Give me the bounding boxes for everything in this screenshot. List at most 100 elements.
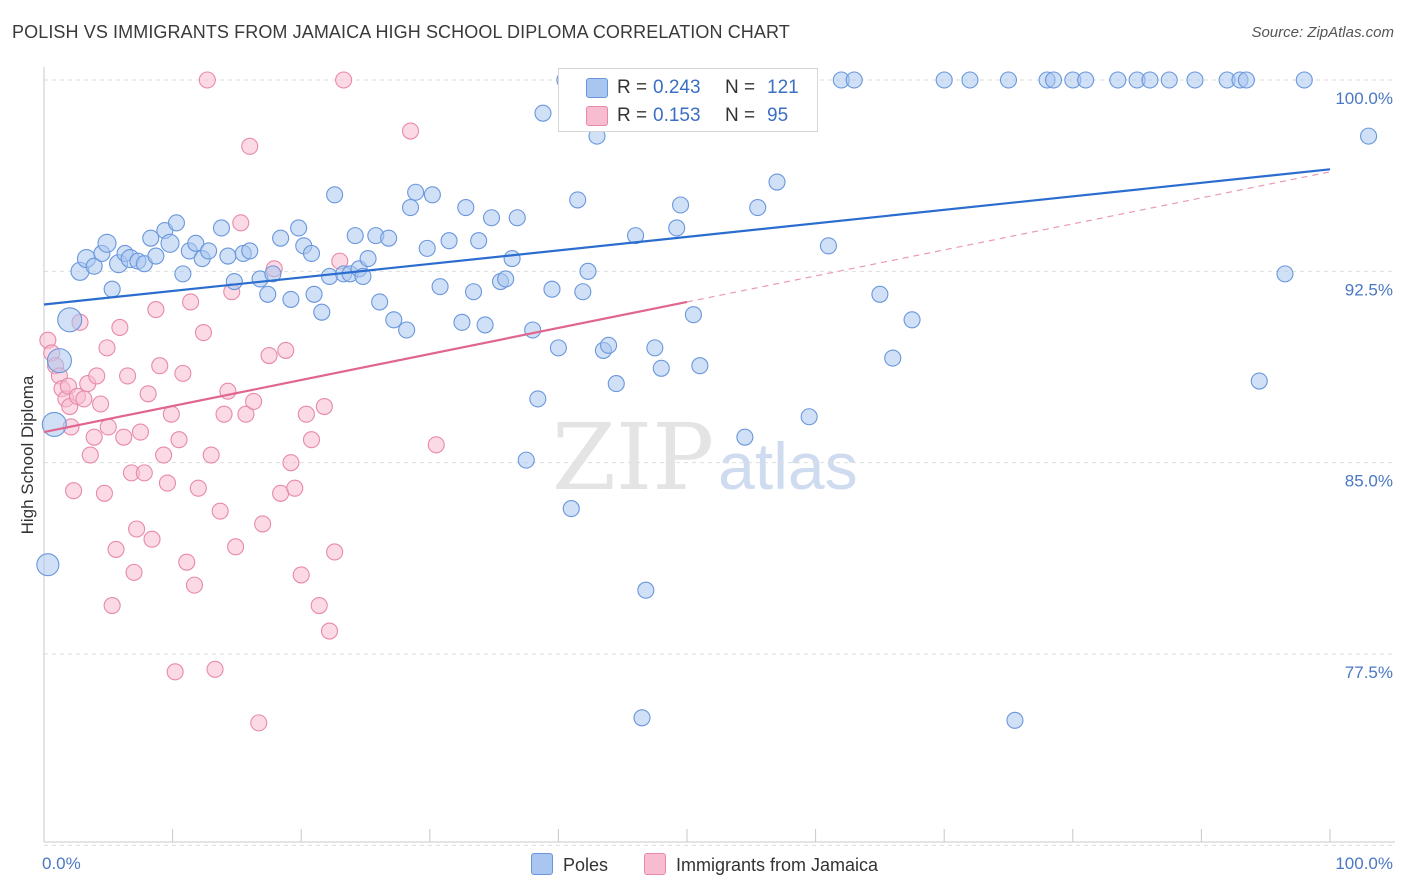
axes [43,67,1395,843]
trendlines [43,168,1331,434]
jamaica-point [335,71,353,89]
poles-point [212,219,231,237]
poles-point [543,280,561,298]
jamaica-point [115,428,133,446]
jamaica-point [254,515,272,533]
jamaica-point [128,520,146,538]
poles-point [272,229,290,247]
poles-point [476,316,494,334]
jamaica-point [65,482,83,500]
stats-row-jamaica: R = 0.153 N = 95 [559,100,817,130]
poles-point [160,233,180,253]
poles-point [691,357,709,375]
poles-point [174,265,192,283]
poles-point [1160,71,1178,89]
jamaica-point [320,622,339,640]
jamaica-point [272,484,290,502]
poles-point [845,71,863,89]
y-tick-label: 77.5% [1345,663,1393,682]
jamaica-point [92,395,110,413]
poles-point [380,229,398,247]
poles-point [457,199,475,217]
jamaica-point [139,385,157,403]
jamaica-point [326,543,344,561]
legend-item-poles[interactable]: Poles [531,853,608,876]
jamaica-point [166,663,184,681]
poles-point [646,339,664,357]
x-tick-label: 0.0% [42,854,81,873]
poles-trendline [43,168,1331,306]
poles-point [264,265,282,283]
poles-point [574,283,592,301]
poles-point [371,293,389,311]
poles-point [385,311,403,329]
poles-point [736,428,754,446]
poles-point [768,173,786,191]
poles-point [401,199,420,217]
y-tick-label: 85.0% [1345,472,1393,491]
poles-point [359,250,377,268]
legend-item-jamaica[interactable]: Immigrants from Jamaica [644,853,878,876]
jamaica-point [292,566,310,584]
tick-labels: 100.0% 92.5% 85.0% 77.5% 0.0% 100.0% [42,89,1393,873]
poles-point [398,321,416,339]
poles-point [470,232,488,250]
poles-point [407,183,425,201]
jamaica-point [99,418,117,436]
jamaica-point [174,364,192,382]
stats-n-value: 121 [767,77,799,98]
jamaica-point [206,660,224,678]
y-tick-label: 92.5% [1345,280,1393,299]
jamaica-trendline-extension [686,171,1331,303]
jamaica-point [178,553,196,571]
poles-point [1077,71,1095,89]
poles-point [600,336,618,354]
poles-point [1276,265,1294,283]
poles-point [652,359,670,377]
poles-point [819,237,838,255]
legend-swatch-jamaica [644,853,666,875]
y-tick-label: 100.0% [1335,89,1393,108]
stats-r-value: 0.243 [653,77,701,98]
stats-r-label: R = [617,77,648,98]
jamaica-point [111,318,129,337]
watermark-zip: ZIP [552,404,715,511]
stats-swatch-poles [586,78,608,98]
jamaica-point [95,484,113,502]
poles-point [668,219,686,237]
jamaica-point [302,431,321,449]
poles-point [1186,71,1204,89]
poles-point [305,285,323,303]
jamaica-point [315,397,333,416]
poles-point [999,71,1018,89]
x-tick-label: 100.0% [1335,854,1393,873]
jamaica-point [245,392,263,410]
poles-point [524,321,542,339]
poles-point [1006,711,1024,729]
stats-r-value: 0.153 [653,105,701,126]
poles-point [57,307,83,333]
stats-r-label: R = [617,105,648,126]
poles-point [41,411,67,437]
poles-point [85,257,103,275]
jamaica-point [297,405,315,423]
poles-point [219,247,237,265]
jamaica-point [131,423,149,441]
poles-point [326,186,344,204]
jamaica-point [125,563,143,581]
poles-point [46,348,72,374]
poles-point [418,239,436,257]
jamaica-point [88,367,106,385]
poles-point [103,280,121,298]
poles-point [142,229,160,247]
series-jamaica-points [39,71,445,732]
poles-point [431,278,449,296]
poles-point [1250,372,1268,390]
legend-swatch-poles [531,853,553,875]
chart-source: Source: ZipAtlas.com [1251,24,1394,41]
poles-point [935,71,953,89]
jamaica-point [107,540,125,558]
poles-point [187,234,205,252]
poles-point [579,262,597,280]
